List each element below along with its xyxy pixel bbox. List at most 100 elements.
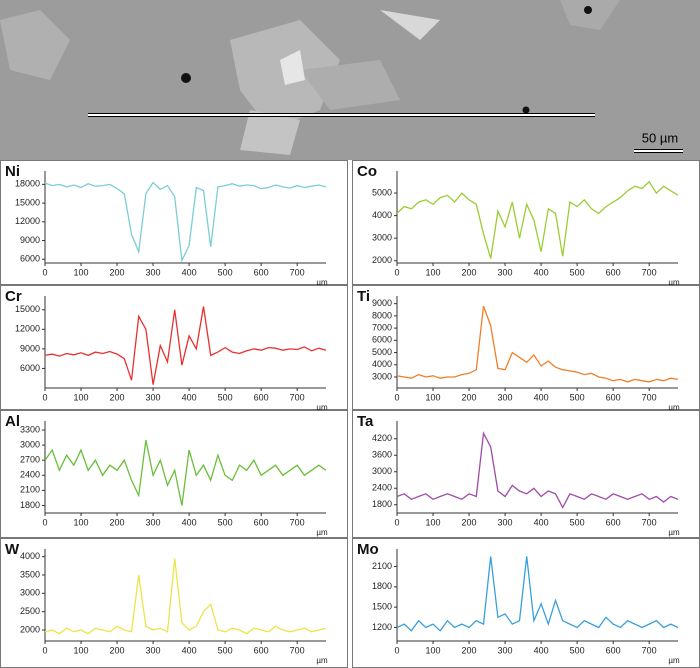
- x-tick-label: 200: [110, 645, 125, 655]
- x-tick-label: 700: [642, 517, 657, 527]
- x-tick-label: 400: [182, 645, 197, 655]
- x-tick-label: 400: [182, 517, 197, 527]
- y-tick-label: 9000: [20, 235, 40, 245]
- panel-frame: [0, 160, 348, 285]
- y-tick-label: 3000: [372, 466, 392, 476]
- x-tick-label: 500: [570, 517, 585, 527]
- x-tick-label: 500: [218, 392, 233, 402]
- x-tick-label: 0: [394, 267, 399, 277]
- x-tick-label: 300: [146, 645, 161, 655]
- x-tick-label: 600: [254, 645, 269, 655]
- x-tick-label: 300: [146, 392, 161, 402]
- x-tick-label: 0: [42, 392, 47, 402]
- x-axis-label: µm: [668, 403, 680, 412]
- panel-frame: [0, 285, 348, 410]
- chart-title: Co: [357, 163, 377, 180]
- y-tick-label: 2500: [20, 606, 40, 616]
- x-tick-label: 100: [426, 645, 441, 655]
- x-axis-label: µm: [316, 403, 328, 412]
- y-tick-label: 1800: [20, 500, 40, 510]
- y-tick-label: 2400: [20, 470, 40, 480]
- data-line: [44, 181, 327, 263]
- y-tick-label: 3000: [372, 371, 392, 381]
- x-tick-label: 100: [426, 517, 441, 527]
- data-line: [44, 439, 327, 506]
- y-tick-label: 2000: [20, 624, 40, 634]
- x-tick-label: 700: [290, 517, 305, 527]
- x-tick-label: 700: [642, 267, 657, 277]
- x-tick-label: 300: [498, 645, 513, 655]
- data-line: [396, 556, 679, 632]
- y-tick-label: 4000: [20, 551, 40, 561]
- x-tick-label: 0: [42, 517, 47, 527]
- x-axis-label: µm: [316, 528, 328, 537]
- x-tick-label: 600: [254, 517, 269, 527]
- x-tick-label: 500: [570, 645, 585, 655]
- x-tick-label: 500: [218, 267, 233, 277]
- y-tick-label: 18000: [15, 179, 40, 189]
- x-axis-label: µm: [668, 528, 680, 537]
- x-tick-label: 200: [462, 392, 477, 402]
- y-tick-label: 2000: [372, 255, 392, 265]
- chart-title: W: [5, 541, 20, 558]
- x-tick-label: 700: [642, 645, 657, 655]
- x-tick-label: 200: [462, 267, 477, 277]
- x-axis-label: µm: [316, 278, 328, 287]
- y-tick-label: 6000: [20, 363, 40, 373]
- x-tick-label: 300: [498, 392, 513, 402]
- x-tick-label: 600: [254, 267, 269, 277]
- x-tick-label: 700: [290, 645, 305, 655]
- x-tick-label: 400: [182, 392, 197, 402]
- x-tick-label: 100: [74, 392, 89, 402]
- x-tick-label: 600: [606, 645, 621, 655]
- chart-panel: Cr 6000 9000 12000 15000 0 100 200 300 400 500 600 7…: [0, 285, 348, 412]
- panel-frame: [352, 285, 700, 410]
- x-tick-label: 0: [394, 517, 399, 527]
- x-tick-label: 200: [110, 517, 125, 527]
- sem-image: 50 µm: [0, 0, 700, 160]
- y-tick-label: 3000: [20, 439, 40, 449]
- y-tick-label: 2400: [372, 483, 392, 493]
- data-line: [396, 305, 679, 383]
- y-tick-label: 1800: [372, 499, 392, 509]
- chart-title: Cr: [5, 288, 22, 305]
- x-tick-label: 400: [182, 267, 197, 277]
- x-tick-label: 700: [290, 392, 305, 402]
- x-tick-label: 400: [534, 392, 549, 402]
- y-tick-label: 6000: [372, 335, 392, 345]
- x-tick-label: 300: [498, 267, 513, 277]
- x-axis-label: µm: [668, 656, 680, 665]
- y-tick-label: 15000: [15, 304, 40, 314]
- y-tick-label: 3000: [372, 233, 392, 243]
- y-tick-label: 3300: [20, 424, 40, 434]
- x-axis-label: µm: [316, 656, 328, 665]
- chart-panel: Al 1800 2100 2400 2700 3000 3300 0 100 200 300 400 5…: [0, 410, 348, 538]
- y-tick-label: 9000: [20, 343, 40, 353]
- y-tick-label: 5000: [372, 347, 392, 357]
- chart-title: Ni: [5, 163, 20, 180]
- chart-panel: Ti 3000 4000 5000 6000 7000 8000 9000 0 100 200 300…: [352, 285, 700, 412]
- x-tick-label: 500: [218, 645, 233, 655]
- x-tick-label: 400: [534, 267, 549, 277]
- chart-panel: Ta 1800 2400 3000 3600 4200 0 100 200 300 400 500 60…: [352, 410, 700, 538]
- chart-panel: Ni 6000 9000 12000 15000 18000 0 100 200 300 400 50…: [0, 160, 348, 287]
- x-tick-label: 500: [218, 517, 233, 527]
- data-line: [44, 558, 327, 635]
- scale-bar-label: 50 µm: [642, 130, 678, 145]
- x-tick-label: 600: [254, 392, 269, 402]
- y-tick-label: 7000: [372, 322, 392, 332]
- data-line: [44, 306, 327, 385]
- y-tick-label: 3600: [372, 450, 392, 460]
- x-tick-label: 100: [74, 517, 89, 527]
- x-tick-label: 700: [642, 392, 657, 402]
- data-line: [396, 180, 679, 259]
- y-tick-label: 2700: [20, 455, 40, 465]
- y-tick-label: 1800: [372, 581, 392, 591]
- y-tick-label: 12000: [15, 216, 40, 226]
- chart-title: Al: [5, 413, 20, 430]
- x-tick-label: 600: [606, 392, 621, 402]
- x-tick-label: 0: [394, 392, 399, 402]
- y-tick-label: 8000: [372, 310, 392, 320]
- x-tick-label: 300: [146, 517, 161, 527]
